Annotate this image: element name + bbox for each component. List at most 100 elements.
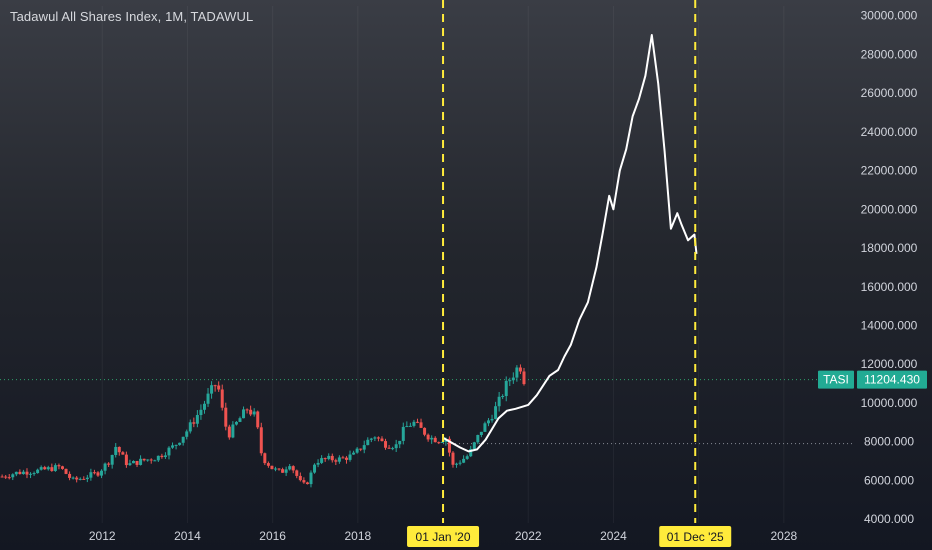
price-tag-symbol: TASI <box>823 373 849 387</box>
candle-body <box>408 425 412 427</box>
x-tick-label: 2016 <box>259 529 286 543</box>
candle-body <box>11 474 15 478</box>
candle-body <box>117 446 121 453</box>
candle-body <box>107 463 111 465</box>
candle-body <box>384 441 388 448</box>
candle-body <box>423 427 427 435</box>
y-tick-label: 16000.000 <box>861 280 918 294</box>
candle-body <box>128 463 132 466</box>
y-tick-label: 4000.000 <box>864 512 914 526</box>
price-tag-value: 11204.430 <box>864 373 920 387</box>
candle-body <box>29 473 33 475</box>
candle-body <box>252 411 256 415</box>
candle-body <box>178 442 182 445</box>
candle-body <box>185 431 189 437</box>
candle-body <box>131 460 135 464</box>
candle-body <box>518 367 522 372</box>
candle-body <box>100 470 104 476</box>
candle-body <box>96 472 100 476</box>
candle-body <box>348 454 352 460</box>
candle-body <box>376 437 380 439</box>
candle-body <box>309 472 313 485</box>
candle-body <box>412 421 416 426</box>
candle-body <box>415 421 419 423</box>
candle-body <box>153 460 157 462</box>
candle-body <box>494 406 498 419</box>
chart-title: Tadawul All Shares Index, 1M, TADAWUL <box>10 9 254 24</box>
candle-body <box>238 418 242 422</box>
candle-body <box>121 452 125 455</box>
price-axis-bg <box>852 0 932 550</box>
candle-body <box>64 468 68 474</box>
time-axis[interactable]: 2012 2014 2016 2018 2022 2024 2028 <box>89 529 798 543</box>
y-tick-label: 30000.000 <box>861 9 918 23</box>
candle-body <box>504 380 508 397</box>
candle-body <box>266 463 270 466</box>
candle-body <box>156 455 160 461</box>
candle-body <box>359 448 363 450</box>
candle-body <box>366 439 370 446</box>
candle-body <box>82 478 86 480</box>
y-tick-label: 28000.000 <box>861 47 918 61</box>
y-tick-label: 24000.000 <box>861 125 918 139</box>
candle-body <box>103 463 107 471</box>
candle-body <box>71 477 75 479</box>
candle-body <box>465 456 469 459</box>
candle-body <box>316 462 320 465</box>
candle-body <box>281 469 285 473</box>
candle-body <box>394 444 398 449</box>
candle-body <box>469 448 473 457</box>
candle-body <box>288 466 292 470</box>
candle-body <box>0 476 4 478</box>
candle-body <box>199 409 203 416</box>
candle-body <box>373 437 377 439</box>
x-tick-label: 2012 <box>89 529 116 543</box>
candle-body <box>362 445 366 450</box>
candle-body <box>341 457 345 459</box>
candle-body <box>85 477 89 480</box>
candle-body <box>213 385 217 387</box>
candle-body <box>195 415 199 424</box>
candle-body <box>36 469 40 474</box>
candle-body <box>472 442 476 449</box>
candlestick-series <box>0 364 526 488</box>
candle-body <box>497 396 501 407</box>
candle-body <box>270 465 274 470</box>
candle-body <box>114 446 118 456</box>
candle-body <box>57 465 61 467</box>
candle-body <box>110 455 114 465</box>
candle-body <box>486 420 490 424</box>
date-marker-label: 01 Jan '20 <box>416 530 471 544</box>
candle-body <box>344 457 348 460</box>
candle-body <box>405 426 409 428</box>
vertical-date-markers: 01 Jan '20 01 Dec '25 <box>407 0 732 547</box>
candle-body <box>355 448 359 453</box>
candle-body <box>330 455 334 461</box>
candle-body <box>149 459 153 461</box>
candle-body <box>433 437 437 443</box>
candle-body <box>43 467 47 470</box>
candle-body <box>430 437 434 440</box>
candle-body <box>508 380 512 382</box>
candle-body <box>188 422 192 432</box>
candle-body <box>327 455 331 459</box>
price-tag-symbol-bg <box>818 370 854 389</box>
candle-body <box>142 458 146 461</box>
candle-body <box>227 426 231 438</box>
date-marker-label-bg <box>659 526 732 547</box>
y-tick-label: 12000.000 <box>861 357 918 371</box>
candle-body <box>511 377 515 381</box>
candle-body <box>135 460 139 465</box>
price-axis[interactable]: 4000.000 6000.000 8000.000 10000.000 12000.0… <box>852 0 932 550</box>
candle-body <box>163 455 167 458</box>
candle-body <box>224 407 228 427</box>
candle-body <box>234 421 238 425</box>
y-tick-label: 20000.000 <box>861 202 918 216</box>
candle-body <box>302 480 306 483</box>
x-tick-label: 2018 <box>344 529 371 543</box>
candle-body <box>4 476 8 478</box>
date-marker-label: 01 Dec '25 <box>667 530 724 544</box>
candle-body <box>426 434 430 440</box>
candle-body <box>89 472 93 478</box>
candle-body <box>337 457 341 462</box>
